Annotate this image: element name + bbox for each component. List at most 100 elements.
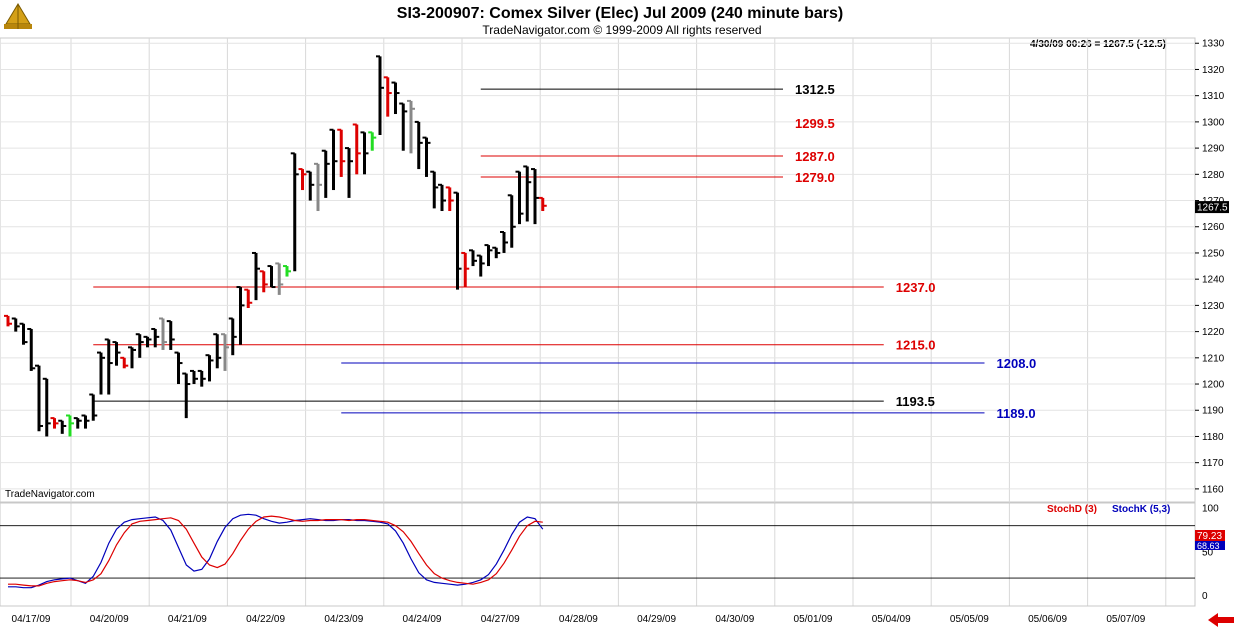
- date-tick-label: 04/20/09: [90, 614, 129, 625]
- date-tick-label: 05/01/09: [794, 614, 833, 625]
- stoch-d-legend: StochD (3): [1047, 504, 1097, 515]
- price-bar: [453, 191, 462, 290]
- price-bar: [159, 317, 167, 350]
- date-tick-label: 04/21/09: [168, 614, 207, 625]
- price-tick-label: 1290: [1202, 144, 1225, 155]
- price-bar: [368, 131, 377, 151]
- price-tick-label: 1330: [1202, 39, 1225, 50]
- price-tick-label: 1160: [1202, 484, 1224, 495]
- price-tick-label: 1210: [1202, 353, 1225, 364]
- price-bar: [213, 333, 222, 369]
- price-tick-label: 1180: [1202, 432, 1224, 443]
- level-label: 1189.0: [997, 406, 1036, 421]
- date-tick-label: 05/07/09: [1106, 614, 1145, 625]
- level-label: 1208.0: [997, 356, 1037, 371]
- status-readout: 4/30/09 00:26 = 1267.5 (-12.5): [1030, 39, 1166, 50]
- price-bar: [438, 183, 446, 212]
- price-bar: [430, 170, 439, 209]
- price-bar: [531, 168, 539, 225]
- level-label: 1299.5: [795, 116, 835, 131]
- price-bar: [476, 254, 485, 277]
- stoch-tick-label: 0: [1202, 591, 1208, 602]
- date-tick-label: 04/30/09: [715, 614, 754, 625]
- price-panel-frame: [0, 37, 1196, 503]
- stoch-d-value: 79.23: [1197, 531, 1222, 542]
- stoch-tick-label: 50: [1202, 547, 1214, 558]
- price-bar: [81, 414, 90, 429]
- price-bar: [35, 364, 43, 432]
- price-tick-label: 1190: [1202, 406, 1224, 417]
- trade-navigator-logo-icon: [4, 3, 32, 29]
- price-bar: [298, 168, 307, 191]
- date-tick-label: 04/23/09: [324, 614, 363, 625]
- date-tick-label: 04/27/09: [481, 614, 520, 625]
- price-bar: [143, 335, 152, 348]
- price-bar: [507, 194, 516, 248]
- price-tick-label: 1200: [1202, 380, 1225, 391]
- level-label: 1312.5: [795, 82, 835, 97]
- price-bar: [445, 186, 454, 212]
- stoch-k-line: [8, 513, 544, 589]
- price-tick-label: 1170: [1202, 458, 1224, 469]
- stoch-tick-label: 100: [1202, 504, 1219, 515]
- price-bar: [128, 346, 136, 369]
- date-tick-label: 05/04/09: [872, 614, 911, 625]
- price-bar: [360, 131, 369, 175]
- price-bar: [73, 417, 82, 429]
- price-bar: [383, 76, 392, 117]
- price-bar: [352, 123, 361, 175]
- price-bar: [190, 369, 198, 385]
- price-bar: [135, 333, 144, 358]
- price-bar: [151, 327, 160, 348]
- price-bar: [345, 147, 353, 198]
- price-bar: [236, 286, 245, 345]
- price-bar: [244, 288, 253, 309]
- price-bar: [290, 152, 299, 272]
- price-bar: [182, 372, 191, 419]
- price-tick-label: 1300: [1202, 117, 1225, 128]
- price-bar: [89, 393, 98, 421]
- last-price-tag: 1267.5: [1195, 201, 1229, 214]
- price-bar: [500, 230, 508, 253]
- price-bar: [27, 327, 36, 371]
- price-bar: [407, 99, 415, 154]
- price-axis: 1160 1170 1180 1190 1200 1210 1220 1230 1240 1250…: [1195, 39, 1225, 495]
- stoch-panel-frame: [0, 502, 1196, 607]
- price-bar: [492, 246, 501, 259]
- date-axis: 04/17/09 04/20/09 04/21/09 04/22/09 04/23/09…: [12, 614, 1146, 625]
- scroll-right-arrow-icon[interactable]: [1206, 612, 1236, 628]
- price-tick-label: 1250: [1202, 248, 1225, 259]
- price-bar: [321, 149, 330, 198]
- price-bar: [314, 162, 322, 212]
- vertical-grid: [70, 38, 1167, 606]
- price-bar: [4, 314, 12, 327]
- price-bar: [391, 81, 400, 115]
- price-bar: [197, 369, 206, 387]
- price-bar: [399, 102, 408, 151]
- price-bar: [120, 356, 129, 369]
- stoch-k-value: 68.63: [1197, 541, 1220, 551]
- price-bar: [11, 317, 20, 332]
- price-tick-label: 1310: [1202, 91, 1225, 102]
- level-labels: 1312.5 1299.5 1287.0 1279.0 1237.0 1215.0 1208…: [795, 82, 1036, 421]
- price-bar: [259, 270, 268, 293]
- price-bars: [4, 55, 547, 437]
- date-tick-label: 05/06/09: [1028, 614, 1067, 625]
- chart-subtitle: TradeNavigator.com © 1999-2009 All right…: [482, 23, 761, 37]
- price-bar: [50, 417, 59, 429]
- price-bar: [484, 244, 493, 267]
- price-bar: [337, 128, 346, 177]
- date-tick-label: 04/24/09: [403, 614, 442, 625]
- last-price-label: 1267.5: [1197, 203, 1228, 214]
- date-tick-label: 04/29/09: [637, 614, 676, 625]
- price-bar: [283, 265, 291, 277]
- date-tick-label: 04/17/09: [12, 614, 51, 625]
- level-label: 1237.0: [896, 280, 936, 295]
- date-tick-label: 04/28/09: [559, 614, 598, 625]
- level-label: 1193.5: [896, 394, 935, 409]
- price-bar: [469, 249, 477, 267]
- price-bar: [228, 317, 237, 356]
- price-tick-label: 1220: [1202, 327, 1225, 338]
